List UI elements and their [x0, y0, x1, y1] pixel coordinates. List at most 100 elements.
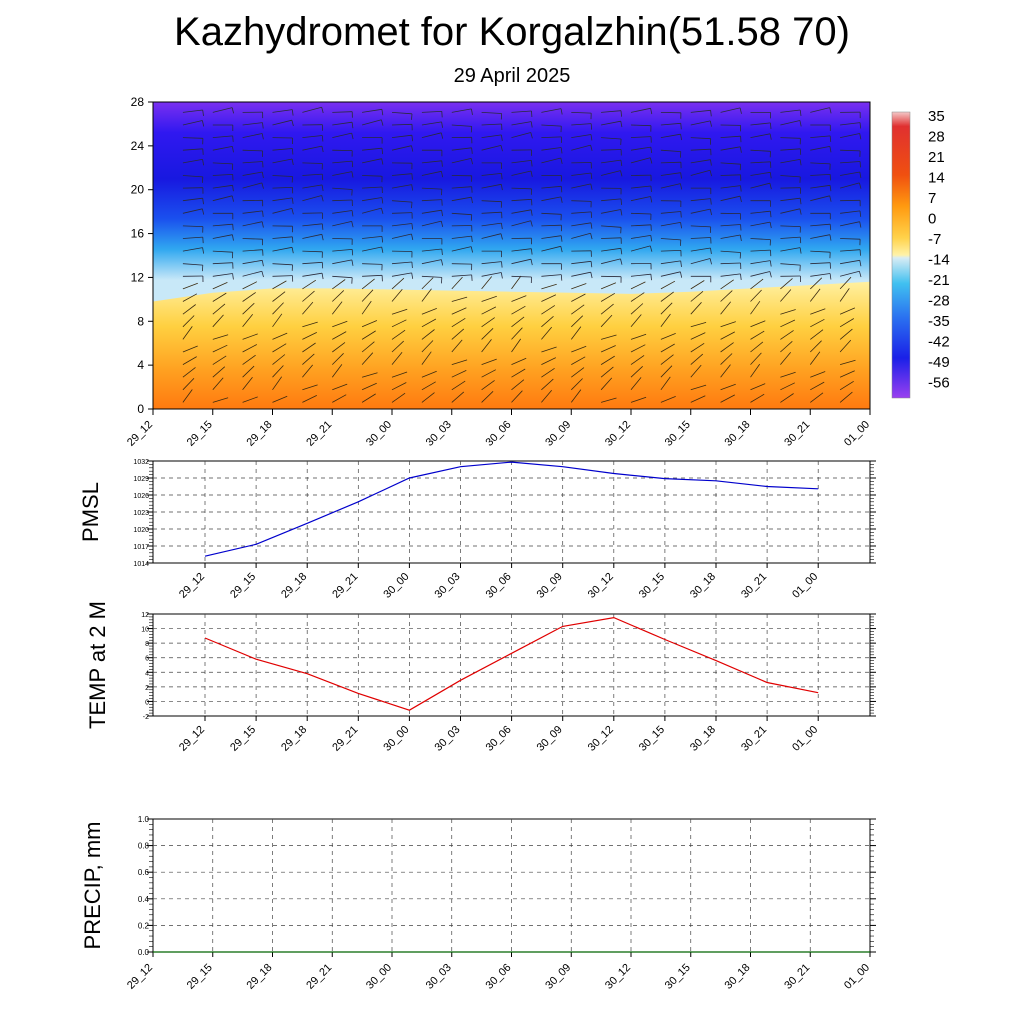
wind-barb [810, 371, 826, 378]
temp-x-tick-label: 29_15 [228, 724, 258, 754]
wind-barb [302, 173, 323, 176]
wind-barb [720, 262, 741, 265]
wind-barb [391, 184, 412, 189]
wind-barb [272, 187, 293, 189]
wind-barb [272, 119, 292, 126]
wind-barb-feather [202, 120, 205, 127]
wind-barb-feather [441, 171, 444, 178]
precip-y-tick-label: 0.4 [138, 895, 150, 904]
wind-barb-feather [232, 146, 234, 153]
wind-barb-feather [291, 158, 294, 165]
wind-barb [332, 259, 352, 265]
wind-barb [511, 390, 523, 403]
wind-barb [481, 112, 502, 114]
wind-barb-feather [590, 222, 593, 229]
wind-barb [690, 290, 704, 302]
wind-barb-feather [770, 122, 772, 129]
wind-barb [839, 307, 856, 315]
wind-barb [750, 122, 771, 126]
wind-barb [630, 136, 652, 138]
wind-barb [720, 353, 733, 365]
profile-warm-shading [153, 281, 870, 409]
wind-barb [660, 271, 681, 277]
wind-barb-feather [261, 182, 264, 189]
wind-barb [481, 145, 502, 151]
wind-barb-feather [500, 184, 503, 191]
wind-barb [630, 224, 652, 227]
wind-barb-feather [441, 210, 443, 217]
wind-barb-feather [381, 109, 384, 116]
wind-barb [839, 359, 856, 365]
temp-y-tick-label: -2 [143, 714, 149, 721]
wind-barb [660, 291, 674, 302]
wind-barb [212, 146, 233, 151]
wind-barb [361, 341, 375, 353]
wind-barb [810, 277, 823, 290]
wind-barb [541, 326, 553, 340]
wind-barb [780, 159, 801, 164]
wind-barb [810, 262, 831, 265]
wind-barb [272, 275, 293, 277]
wind-barb [242, 302, 255, 315]
wind-barb [332, 249, 353, 252]
wind-barb [720, 224, 741, 227]
wind-barb [810, 184, 831, 189]
wind-barb [571, 123, 592, 126]
wind-barb-feather [769, 222, 772, 229]
wind-barb-feather [411, 202, 413, 209]
wind-barb [780, 197, 801, 202]
wind-barb [720, 301, 732, 315]
precip-y-tick-label: 0.6 [138, 868, 150, 877]
wind-barb [272, 376, 283, 391]
wind-barb-feather [829, 273, 832, 280]
wind-barb [601, 159, 621, 164]
profile-y-tick-label: 12 [131, 270, 145, 284]
wind-barb [451, 276, 463, 290]
wind-barb [481, 317, 495, 328]
wind-barb [391, 112, 413, 115]
wind-barb [331, 364, 343, 378]
vertical-profile-panel: 0 4 8 12 16 20 24 28 29_12 29_15 29_18 29_21 30_00 3… [125, 95, 872, 449]
wind-barb [660, 302, 673, 315]
wind-barb [571, 367, 585, 378]
wind-barb [600, 282, 617, 290]
wind-barb [242, 259, 263, 265]
wind-barb [451, 317, 466, 328]
wind-barb-feather [560, 186, 563, 193]
wind-barb-feather [261, 271, 264, 278]
wind-barb [690, 247, 711, 252]
wind-barb [780, 137, 801, 139]
temp-series-line [204, 616, 819, 711]
wind-barb-feather [531, 160, 533, 167]
wind-barb [242, 396, 258, 403]
wind-barb-feather [620, 209, 623, 216]
wind-barb-feather [650, 108, 653, 115]
wind-barb-feather [232, 224, 234, 231]
wind-barb [690, 198, 711, 202]
wind-barb [690, 322, 707, 328]
wind-barb [720, 279, 734, 290]
wind-barb [630, 196, 651, 202]
wind-barb [571, 260, 592, 265]
wind-barb-feather [770, 211, 772, 218]
wind-barb [720, 135, 741, 138]
wind-barb-feather [590, 272, 593, 279]
wind-barb-feather [441, 248, 443, 256]
wind-barb [302, 353, 315, 365]
profile-x-tick-label: 30_09 [543, 419, 573, 449]
wind-barb [511, 121, 532, 126]
wind-barb [780, 175, 801, 178]
profile-x-tick-label: 29_12 [125, 419, 155, 449]
wind-barb [780, 289, 792, 302]
wind-barb-feather [620, 248, 623, 255]
temp-y-tick-label: 4 [145, 670, 149, 677]
wind-barb [182, 356, 197, 365]
wind-barb [242, 249, 263, 252]
wind-barb [182, 345, 198, 353]
wind-barb [361, 289, 374, 302]
temp-panel: -2 0 2 4 6 8 10 12 29_12 29_15 29_18 29_21 30_00 30_0… [85, 601, 876, 754]
wind-barb [212, 303, 226, 315]
pmsl-x-tick-label: 29_12 [177, 571, 207, 601]
wind-barb [391, 145, 412, 151]
wind-barb [630, 235, 651, 239]
